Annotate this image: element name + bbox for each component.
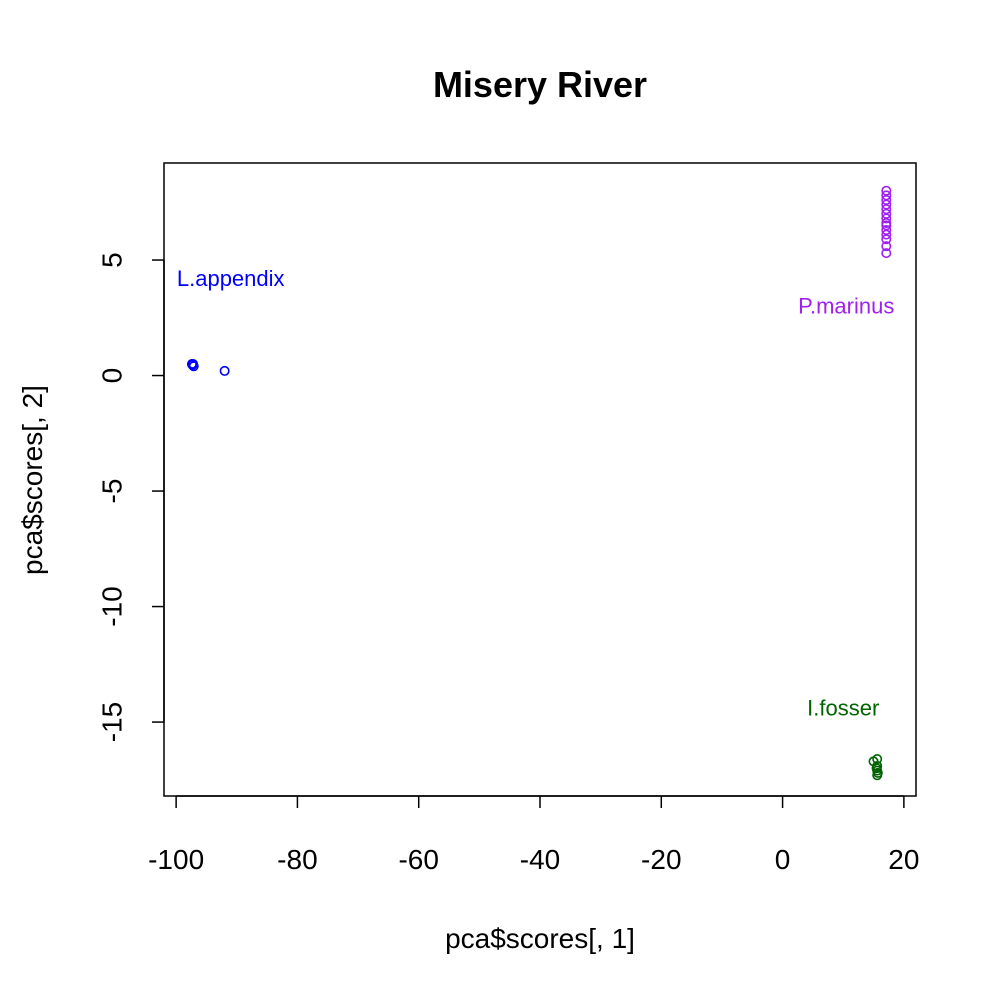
x-tick-label: 0 [775, 844, 791, 875]
annotation-label: I.fosser [807, 696, 879, 721]
x-tick-label: -100 [148, 844, 204, 875]
y-tick-label: -10 [97, 586, 128, 626]
data-point [872, 770, 883, 781]
data-point [871, 763, 882, 774]
y-axis: 5 0 -5 -10 -15 [97, 252, 165, 742]
data-point [881, 204, 892, 215]
y-tick-label: 5 [97, 252, 128, 268]
data-point [881, 190, 892, 201]
data-point [881, 229, 892, 240]
x-tick-label: -80 [277, 844, 317, 875]
data-point [881, 220, 892, 231]
x-tick-label: -40 [520, 844, 560, 875]
data-point [881, 194, 892, 205]
data-point [881, 213, 892, 224]
x-tick-label: 20 [888, 844, 919, 875]
y-tick-label: -15 [97, 702, 128, 742]
annotation-label: P.marinus [798, 294, 894, 319]
x-tick-label: -60 [398, 844, 438, 875]
data-point [881, 224, 892, 235]
data-point [881, 208, 892, 219]
plot-frame [163, 162, 917, 797]
data-point [881, 248, 892, 259]
data-point [881, 185, 892, 196]
annotations: L.appendix P.marinus I.fosser [177, 266, 894, 721]
data-points [186, 185, 892, 781]
x-axis: -100 -80 -60 -40 -20 0 20 [148, 795, 919, 875]
data-point [186, 358, 197, 369]
y-tick-label: 0 [97, 368, 128, 384]
data-point [881, 241, 892, 252]
x-axis-label: pca$scores[, 1] [445, 923, 635, 954]
chart-title: Misery River [433, 64, 647, 105]
x-tick-label: -20 [641, 844, 681, 875]
y-axis-label: pca$scores[, 2] [17, 385, 48, 575]
data-point [881, 199, 892, 210]
y-tick-label: -5 [97, 479, 128, 504]
annotation-label: L.appendix [177, 266, 285, 291]
data-point [188, 361, 199, 372]
data-point [219, 365, 230, 376]
data-point [872, 754, 883, 765]
data-point [881, 234, 892, 245]
